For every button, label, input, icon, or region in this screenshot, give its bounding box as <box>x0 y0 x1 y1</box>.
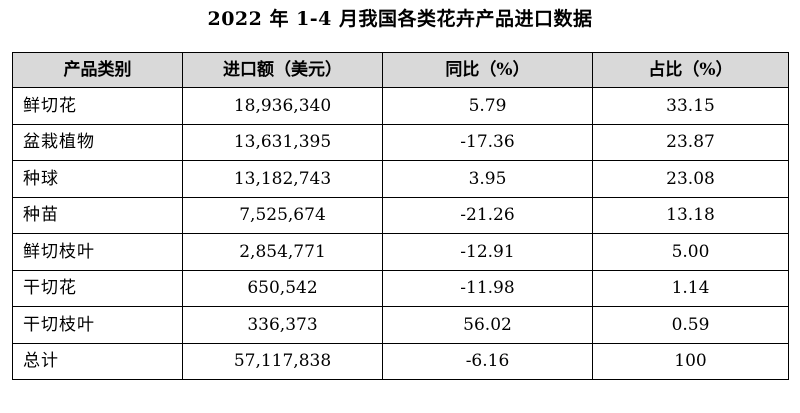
cell-yoy: 3.95 <box>382 160 593 198</box>
header-category: 产品类别 <box>12 52 183 88</box>
cell-category: 鲜切枝叶 <box>12 233 183 271</box>
table-row: 干切花 650,542 -11.98 1.14 <box>12 269 789 307</box>
cell-import-value: 336,373 <box>182 306 383 344</box>
cell-share: 100 <box>592 342 789 380</box>
cell-import-value: 7,525,674 <box>182 196 383 234</box>
cell-category: 干切花 <box>12 269 183 307</box>
header-import-value: 进口额（美元） <box>182 52 383 88</box>
cell-share: 5.00 <box>592 233 789 271</box>
table-row: 干切枝叶 336,373 56.02 0.59 <box>12 306 789 344</box>
cell-category: 盆栽植物 <box>12 123 183 161</box>
cell-share: 23.08 <box>592 160 789 198</box>
cell-import-value: 2,854,771 <box>182 233 383 271</box>
cell-import-value: 57,117,838 <box>182 342 383 380</box>
cell-import-value: 18,936,340 <box>182 87 383 125</box>
import-data-table: 产品类别 进口额（美元） 同比（%） 占比（%） 鲜切花 18,936,340 … <box>12 52 789 380</box>
cell-yoy: -11.98 <box>382 269 593 307</box>
table-row-total: 总计 57,117,838 -6.16 100 <box>12 342 789 380</box>
table-header-row: 产品类别 进口额（美元） 同比（%） 占比（%） <box>12 52 789 88</box>
cell-import-value: 650,542 <box>182 269 383 307</box>
cell-yoy: -21.26 <box>382 196 593 234</box>
cell-yoy: 56.02 <box>382 306 593 344</box>
header-yoy: 同比（%） <box>382 52 593 88</box>
cell-yoy: -17.36 <box>382 123 593 161</box>
table-row: 鲜切花 18,936,340 5.79 33.15 <box>12 87 789 125</box>
cell-import-value: 13,182,743 <box>182 160 383 198</box>
cell-category: 鲜切花 <box>12 87 183 125</box>
page-title: 2022 年 1-4 月我国各类花卉产品进口数据 <box>207 8 593 30</box>
cell-share: 23.87 <box>592 123 789 161</box>
table-row: 种球 13,182,743 3.95 23.08 <box>12 160 789 198</box>
cell-category: 种苗 <box>12 196 183 234</box>
cell-share: 1.14 <box>592 269 789 307</box>
cell-share: 13.18 <box>592 196 789 234</box>
cell-yoy: -12.91 <box>382 233 593 271</box>
cell-yoy: -6.16 <box>382 342 593 380</box>
cell-yoy: 5.79 <box>382 87 593 125</box>
cell-category: 干切枝叶 <box>12 306 183 344</box>
cell-import-value: 13,631,395 <box>182 123 383 161</box>
cell-share: 33.15 <box>592 87 789 125</box>
table-row: 盆栽植物 13,631,395 -17.36 23.87 <box>12 123 789 161</box>
table-row: 鲜切枝叶 2,854,771 -12.91 5.00 <box>12 233 789 271</box>
header-share: 占比（%） <box>592 52 789 88</box>
cell-category: 种球 <box>12 160 183 198</box>
cell-share: 0.59 <box>592 306 789 344</box>
cell-category: 总计 <box>12 342 183 380</box>
table-row: 种苗 7,525,674 -21.26 13.18 <box>12 196 789 234</box>
